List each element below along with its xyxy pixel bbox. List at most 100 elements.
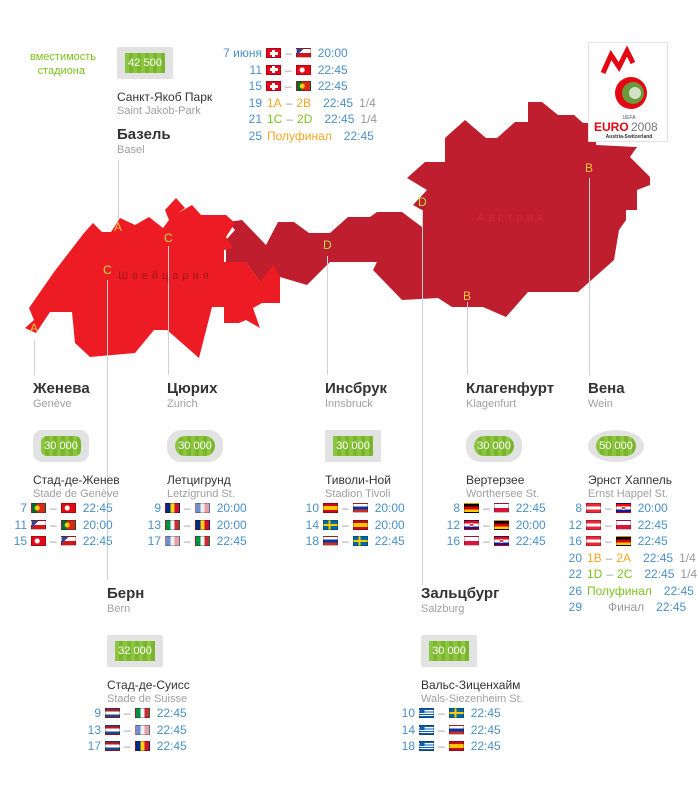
match-time: 22:45 [156,722,187,737]
match-day: 16 [446,534,460,549]
match-row[interactable]: 19 1A –2B 22:45 1/4 [206,95,377,112]
flag-tr-icon [31,536,46,547]
match-row[interactable]: 9 – 20:00 [139,500,246,517]
flag-pt-icon [31,503,46,514]
legend-line-2: стадиона [37,65,85,77]
dash-separator: – [605,550,613,565]
stage-team-2: 2C [617,567,633,582]
match-row[interactable]: 11 – 20:00 [5,517,113,534]
match-row[interactable]: 15 – 22:45 [206,78,377,95]
flag-cz-icon [60,536,76,547]
match-day: 10 [401,706,415,721]
dash-separator: – [285,95,293,110]
flag-at-icon [586,503,601,514]
match-day: 14 [305,517,319,532]
flag-nl-icon [105,708,120,719]
flag-cz-icon [31,519,46,530]
vienna-pointer-line [589,178,590,375]
innsbruck-pointer-line [327,256,328,375]
flag-ro-icon [194,519,210,530]
match-time: 20:00 [374,501,405,516]
venue-basel: Базель Basel [117,126,247,156]
dash-separator: – [286,112,294,127]
match-row[interactable]: 16 – 22:45 [560,533,697,550]
svg-text:2008: 2008 [631,120,658,134]
match-time: 22:45 [323,95,354,110]
match-row[interactable]: 21 1C –2D 22:45 1/4 [206,111,377,128]
match-time: 22:45 [470,706,501,721]
dash-separator: – [342,517,349,532]
match-day: 12 [446,517,460,532]
match-row[interactable]: 15 – 22:45 [5,533,113,550]
match-row[interactable]: 11 – 22:45 [206,62,377,79]
match-day: 22 [568,567,582,582]
match-day: 8 [575,501,582,516]
match-time: 20:00 [515,517,546,532]
match-row[interactable]: 26 Полуфинал 22:45 [560,583,697,600]
match-row[interactable]: 25 Полуфинал 22:45 [206,128,377,145]
basel-stadium-name: Санкт-Якоб Парк [117,90,213,104]
match-time: 22:45 [637,517,668,532]
match-day: 20 [568,550,582,565]
match-row[interactable]: 13 – 20:00 [139,517,247,534]
dash-separator: – [124,722,131,737]
flag-at-icon [586,519,601,530]
match-day: 13 [147,517,161,532]
klagenfurt-stadium-name: Вертерзее [466,473,525,487]
match-row[interactable]: 17 – 22:45 [79,738,187,755]
geneva-stadium-name: Стад-де-Женев [33,473,120,487]
dash-separator: – [605,517,612,532]
flag-tr-icon [60,503,76,514]
match-day: 25 [248,128,262,143]
match-row[interactable]: 12 – 22:45 [560,517,697,534]
match-row[interactable]: 7 – 22:45 [5,500,112,517]
flag-de-icon [615,536,631,547]
match-row[interactable]: 20 1B –2A 22:45 1/4 [560,550,697,567]
match-time: 22:45 [156,739,187,754]
match-row[interactable]: 22 1D –2C 22:45 1/4 [560,566,697,583]
geneva-pointer-line [34,340,35,375]
flag-hr-icon [615,503,631,514]
match-row[interactable]: 10 – 20:00 [297,500,405,517]
basel-capacity-badge: 42 500 [117,47,173,79]
match-day: 7 июня [223,46,262,61]
map-letter-bern: C [103,263,112,277]
dash-separator: – [124,739,131,754]
match-row[interactable]: 10 – 22:45 [393,705,501,722]
match-row[interactable]: 14 – 22:45 [393,722,501,739]
basel-pointer-line [118,160,119,220]
match-row[interactable]: 14 – 20:00 [297,517,405,534]
flag-se-icon [352,536,368,547]
match-row[interactable]: 12 – 20:00 [438,517,546,534]
match-row[interactable]: 9 – 22:45 [79,705,186,722]
country-label-switzerland: Швейцария [118,270,213,282]
match-time: 22:45 [317,79,348,94]
dash-separator: – [438,722,445,737]
flag-gr-icon [419,708,434,719]
innsbruck-matches: 10 – 20:00 14 – 20:00 18 – 22:45 [297,500,405,550]
match-row[interactable]: 8 – 22:45 [438,500,545,517]
match-row[interactable]: 17 – 22:45 [139,533,247,550]
round-label: 1/4 [359,95,376,110]
match-row[interactable]: 13 – 22:45 [79,722,187,739]
match-day: 8 [453,501,460,516]
dash-separator: – [438,739,445,754]
match-time: 22:45 [663,583,694,598]
geneva-matches: 7 – 22:45 11 – 20:00 15 – 22:45 [5,500,113,550]
dash-separator: – [124,706,131,721]
match-row[interactable]: 29 Финал 22:45 [560,599,697,616]
flag-fr-icon [165,536,180,547]
match-row[interactable]: 7 июня – 20:00 [206,45,377,62]
svg-text:EURO: EURO [594,120,629,134]
klagenfurt-city-latin: Klagenfurt [466,398,517,410]
match-row[interactable]: 8 – 20:00 [560,500,697,517]
stage-team-2: 2D [297,112,313,127]
capacity-legend: вместимость стадиона [30,50,96,78]
match-row[interactable]: 18 – 22:45 [393,738,501,755]
klagenfurt-capacity-badge: 30 000 [466,430,522,462]
flag-it-icon [165,519,180,530]
bern-capacity: 32 000 [115,641,155,661]
match-day: 10 [305,501,319,516]
match-row[interactable]: 16 – 22:45 [438,533,546,550]
match-row[interactable]: 18 – 22:45 [297,533,405,550]
